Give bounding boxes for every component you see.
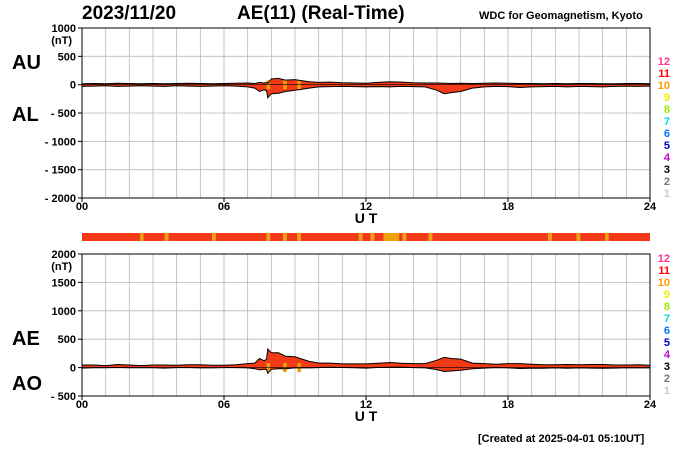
activity-band-segment <box>283 233 287 241</box>
activity-band-segment <box>605 233 609 241</box>
al-label: AL <box>12 104 39 126</box>
activity-band-segment <box>82 233 140 241</box>
x-axis-label: U T <box>355 210 378 226</box>
legend-level-8: 8 <box>663 301 670 313</box>
activity-band-segment <box>374 233 384 241</box>
x-tick-label: 00 <box>76 399 88 411</box>
upper-line <box>81 77 651 85</box>
x-tick-label: 12 <box>360 201 372 213</box>
legend-level-3: 3 <box>663 361 670 373</box>
activity-band-segment <box>215 233 267 241</box>
ao-label: AO <box>12 373 42 395</box>
x-tick-label: 24 <box>644 201 657 213</box>
y-tick-label: - 1000 <box>45 136 76 148</box>
legend-level-11: 11 <box>658 68 670 80</box>
activity-band-segment <box>297 233 301 241</box>
x-axis-label: U T <box>355 408 378 424</box>
legend-level-4: 4 <box>663 349 670 361</box>
activity-band-segment <box>370 233 375 241</box>
y-tick-label: - 2000 <box>45 193 76 205</box>
activity-band-segment <box>164 233 169 241</box>
legend-level-6: 6 <box>663 128 670 140</box>
activity-band-segment <box>362 233 371 241</box>
activity-band-segment <box>576 233 581 241</box>
legend-level-9: 9 <box>663 92 670 104</box>
legend-level-5: 5 <box>663 337 670 349</box>
activity-band-segment <box>139 233 144 241</box>
created-timestamp: [Created at 2025-04-01 05:10UT] <box>478 433 645 445</box>
activity-band-segment <box>580 233 606 241</box>
au-label: AU <box>12 52 41 74</box>
x-tick-label: 18 <box>502 399 514 411</box>
legend-level-5: 5 <box>663 140 670 152</box>
activity-band-segment <box>548 233 552 241</box>
activity-band-segment <box>399 233 403 241</box>
lower-line <box>81 85 651 99</box>
activity-band-segment <box>266 233 271 241</box>
activity-band <box>82 233 650 241</box>
source-label: WDC for Geomagnetism, Kyoto <box>479 10 643 22</box>
unit-label: (nT) <box>51 261 72 273</box>
y-tick-label: 1500 <box>52 277 76 289</box>
activity-band-segment <box>168 233 213 241</box>
activity-band-segment <box>383 233 400 241</box>
x-tick-label: 06 <box>218 399 230 411</box>
activity-band-segment <box>143 233 165 241</box>
legend-level-9: 9 <box>663 289 670 301</box>
activity-band-segment <box>286 233 298 241</box>
activity-band-segment <box>358 233 363 241</box>
legend-level-10: 10 <box>657 277 670 289</box>
ae-label: AE <box>12 328 40 350</box>
y-tick-label: 500 <box>58 334 76 346</box>
activity-band-segment <box>406 233 429 241</box>
legend-level-7: 7 <box>663 313 670 325</box>
y-tick-label: - 500 <box>51 391 76 403</box>
legend-level-1: 1 <box>663 188 670 200</box>
date-title: 2023/11/20 <box>82 3 177 24</box>
legend-level-10: 10 <box>657 80 670 92</box>
y-tick-label: 1000 <box>52 306 76 318</box>
y-tick-label: 0 <box>70 80 76 92</box>
legend-level-2: 2 <box>663 373 670 385</box>
x-tick-label: 18 <box>502 201 514 213</box>
legend-level-12: 12 <box>657 253 670 265</box>
chart-title: AE(11) (Real-Time) <box>237 3 405 24</box>
legend-level-2: 2 <box>663 176 670 188</box>
activity-band-segment <box>300 233 359 241</box>
y-tick-label: 1000 <box>52 23 76 35</box>
y-tick-label: 0 <box>70 363 76 375</box>
activity-band-segment <box>402 233 407 241</box>
activity-band-segment <box>608 233 650 241</box>
legend-level-7: 7 <box>663 116 670 128</box>
y-tick-label: - 500 <box>51 108 76 120</box>
x-tick-label: 06 <box>218 201 230 213</box>
unit-label: (nT) <box>51 35 72 47</box>
ae-ao-panel: 2000 1500 1000 500 0 - 500 (nT) 00 06 12 18 24 U T <box>51 249 657 424</box>
x-tick-label: 24 <box>644 399 657 411</box>
activity-band-segment <box>212 233 216 241</box>
upper-line <box>82 347 651 367</box>
legend-level-1: 1 <box>663 385 670 397</box>
y-tick-label: - 1500 <box>45 165 76 177</box>
x-tick-label: 00 <box>76 201 88 213</box>
activity-band-segment <box>428 233 433 241</box>
activity-band-segment <box>432 233 549 241</box>
au-al-panel: 1000 500 0 - 500 - 1000 - 1500 - 2000 (nT) 00 06 1… <box>45 23 657 226</box>
legend-level-11: 11 <box>658 265 670 277</box>
legend-level-4: 4 <box>663 152 670 164</box>
legend-level-8: 8 <box>663 104 670 116</box>
legend-level-6: 6 <box>663 325 670 337</box>
x-tick-label: 12 <box>360 399 372 411</box>
legend-level-3: 3 <box>663 164 670 176</box>
y-tick-label: 500 <box>58 51 76 63</box>
y-tick-label: 2000 <box>52 249 76 261</box>
legend-level-12: 12 <box>657 56 670 68</box>
activity-band-segment <box>270 233 284 241</box>
lower-area <box>82 84 650 98</box>
activity-band-segment <box>551 233 577 241</box>
